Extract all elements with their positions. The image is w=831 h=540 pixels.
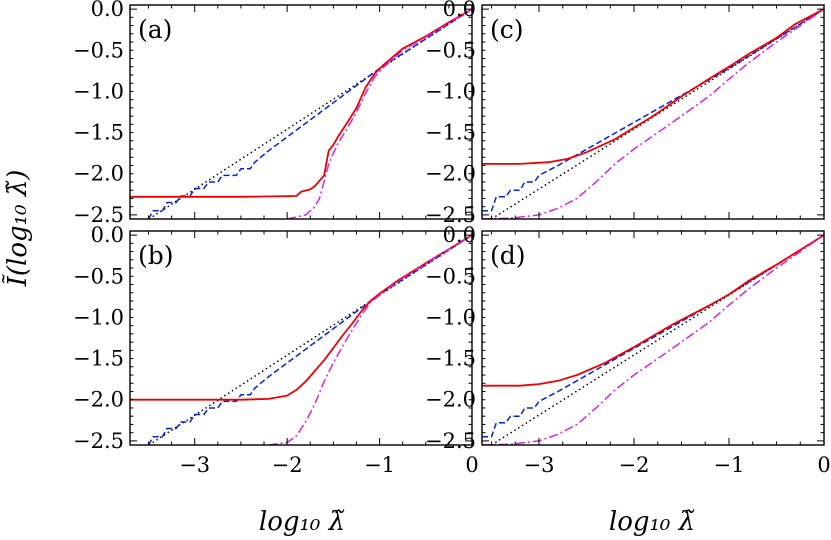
x-tick-label: 0 [465,453,478,477]
y-tick-label: −0.5 [425,264,476,288]
panel-label: (b) [138,241,174,270]
series-line-dashdot [482,8,824,219]
panel-label: (a) [138,15,172,44]
panel-b: 0.0 −0.5 −1.0 −1.5 −2.0 −2.5 −3 −2 −1 0 (b) [73,223,479,477]
y-tick-label: −0.5 [425,38,476,62]
panels: 0.0 −0.5 −1.0 −1.5 −2.0 −2.5 (a) 0.0 −0.5 −1.0 −1.… [73,0,831,477]
series-line-dashdot [286,8,472,219]
panel-d: 0.0 −0.5 −1.0 −1.5 −2.0 −2.5 −3 −2 −1 0 (d) [425,223,831,477]
x-tick-label: −3 [524,453,555,477]
series-line-solid [482,8,824,165]
y-tick-label: −1.5 [425,121,476,145]
panel-c: 0.0 −0.5 −1.0 −1.5 −2.0 −2.5 (c) [425,0,825,227]
plot-frame [481,4,825,220]
x-tick-label: −1 [364,453,395,477]
plot-frame [129,4,473,220]
series-line-dashdot [482,234,824,445]
y-tick-label: −0.5 [73,38,124,62]
y-tick-label: −0.5 [73,264,124,288]
panel-label: (d) [490,241,526,270]
x-tick-label: −2 [272,453,303,477]
y-tick-label: −2.5 [73,203,124,227]
series-line-dotted [491,8,824,219]
x-tick-label: −1 [714,453,745,477]
plot-frame [481,230,825,446]
y-tick-label: −1.0 [425,305,476,329]
y-tick-label: −1.5 [425,347,476,371]
y-tick-label: −1.5 [73,347,124,371]
series-line-dotted [147,8,472,219]
y-tick-label: 0.0 [91,0,124,21]
y-tick-label: −1.0 [73,305,124,329]
series-line-dashed [482,8,824,212]
plot-frame [129,230,473,446]
series-group [130,8,472,219]
series-line-dashed [147,8,472,219]
x-tick-label: 0 [817,453,830,477]
x-tick-label: −3 [179,453,210,477]
panel-a: 0.0 −0.5 −1.0 −1.5 −2.0 −2.5 (a) [73,0,473,227]
y-tick-label: −1.5 [73,121,124,145]
y-tick-label: 0.0 [443,223,476,247]
y-tick-label: −1.0 [425,79,476,103]
x-axis-title-left: log₁₀ λ̃ [259,507,345,537]
series-line-dashed [482,234,824,438]
y-tick-label: −1.0 [73,79,124,103]
y-tick-label: −2.0 [73,388,124,412]
x-axis-title-right: log₁₀ λ̃ [609,507,695,537]
y-tick-label: −2.0 [425,388,476,412]
y-tick-label: −2.0 [425,162,476,186]
x-tick-label: −2 [619,453,650,477]
series-line-dashed [147,234,472,445]
series-line-dotted [147,234,472,445]
y-tick-label: 0.0 [443,0,476,21]
y-tick-label: −2.5 [425,203,476,227]
series-group [130,234,472,445]
panel-label: (c) [490,15,524,44]
y-tick-label: −2.5 [73,429,124,453]
series-line-dashdot [268,234,472,445]
series-line-solid [482,234,824,387]
series-group [482,8,824,219]
y-tick-label: −2.5 [425,429,476,453]
series-line-solid [130,234,472,401]
series-group [482,234,824,445]
y-tick-label: −2.0 [73,162,124,186]
series-line-solid [130,8,472,198]
y-tick-label: 0.0 [91,223,124,247]
y-axis-title: Ĩ(log₁₀ λ̃) [1,170,33,288]
